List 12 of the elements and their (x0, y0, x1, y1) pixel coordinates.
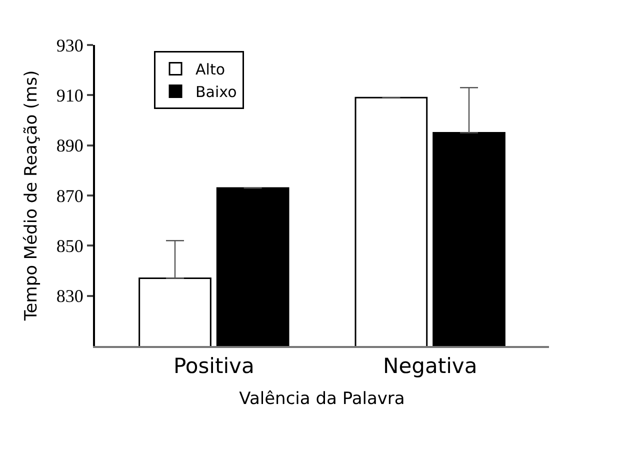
y-tick-label: 930 (56, 35, 84, 56)
y-tick-label: 850 (56, 236, 84, 256)
y-tick-label: 910 (56, 85, 84, 106)
y-tick-label: 830 (56, 286, 84, 306)
y-tick-label: 870 (56, 186, 84, 206)
legend-label: Baixo (196, 83, 237, 102)
x-axis-title: Valência da Palavra (239, 389, 405, 410)
y-axis-title: Tempo Médio de Reação (ms) (21, 70, 42, 322)
x-tick-label: Negativa (383, 354, 478, 378)
x-tick-label: Positiva (173, 354, 254, 378)
y-tick-label: 890 (56, 136, 84, 156)
legend-label: Alto (196, 60, 226, 79)
